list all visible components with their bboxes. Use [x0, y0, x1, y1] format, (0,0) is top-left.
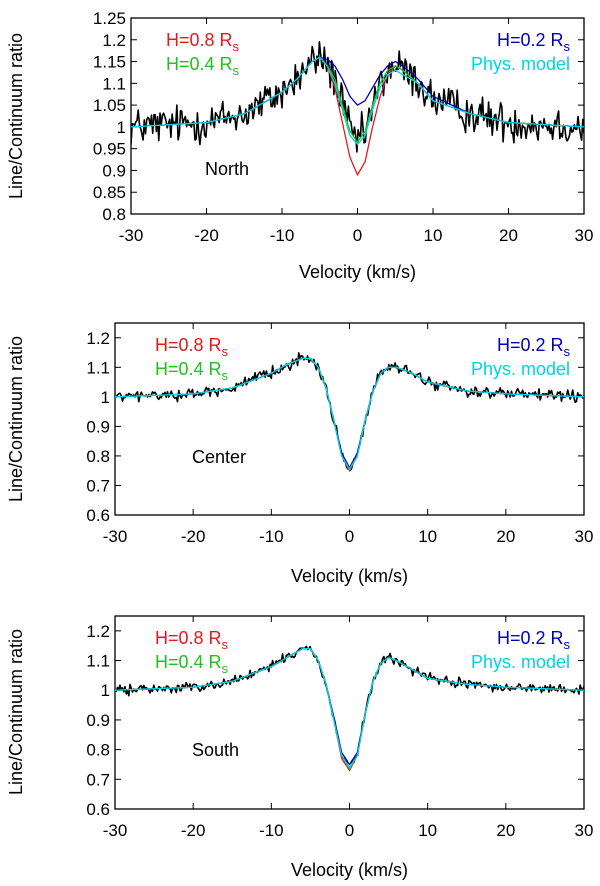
panel-south: -30 -20 -10 0 10 20 30 0.6 0.7 0.8 0.9 1 1.1 1.2 Veloc… — [6, 615, 594, 880]
y-axis-label: Line/Continuum ratio — [6, 33, 26, 199]
y-tick-label: 0.7 — [86, 770, 110, 789]
x-tick-label: -30 — [103, 821, 128, 840]
y-axis-label: Line/Continuum ratio — [6, 336, 26, 502]
y-tick-label: 0.9 — [86, 711, 110, 730]
y-tick-label: 0.9 — [102, 161, 126, 180]
x-tick-label: -20 — [181, 527, 206, 546]
y-tick-label: 0.9 — [86, 417, 110, 436]
panel-annotation: Center — [192, 447, 246, 467]
legend-item: H=0.2 Rs — [497, 335, 571, 359]
x-tick-label: 20 — [496, 821, 515, 840]
series-phys-model — [115, 357, 584, 471]
x-tick-label: 10 — [418, 527, 437, 546]
y-tick-label: 1 — [101, 388, 110, 407]
x-tick-label: 30 — [575, 226, 594, 245]
legend-item: H=0.8 Rs — [155, 628, 229, 652]
x-axis-label: Velocity (km/s) — [291, 860, 408, 880]
y-tick-label: 1.15 — [93, 53, 126, 72]
panel-north: -30 -20 -10 0 10 20 30 0.8 0.85 0.9 0.95 1 1.05 1.1 1.… — [6, 9, 593, 282]
x-tick-label: 20 — [496, 527, 515, 546]
x-tick-label: 0 — [345, 821, 354, 840]
legend-item: H=0.4 Rs — [166, 54, 240, 78]
y-tick-label: 1.2 — [86, 329, 110, 348]
series-phys-model — [131, 56, 584, 146]
y-tick-label: 0.8 — [102, 205, 126, 224]
legend-item: Phys. model — [471, 359, 570, 379]
x-tick-label: -20 — [194, 226, 219, 245]
y-tick-label: 1.1 — [86, 652, 110, 671]
y-tick-label: 0.85 — [93, 183, 126, 202]
y-tick-label: 0.8 — [86, 447, 110, 466]
x-tick-label: -30 — [119, 226, 144, 245]
legend-item: H=0.4 Rs — [155, 359, 229, 383]
y-tick-label: 1 — [101, 681, 110, 700]
y-tick-label: 1 — [117, 118, 126, 137]
observed-spectrum — [131, 40, 584, 153]
x-tick-label: 30 — [575, 527, 594, 546]
x-tick-label: 0 — [353, 226, 362, 245]
legend-item: H=0.2 Rs — [497, 628, 571, 652]
data-area — [131, 40, 584, 177]
panel-center: -30 -20 -10 0 10 20 30 0.6 0.7 0.8 0.9 1 1.1 1.2 Veloc… — [6, 322, 594, 586]
x-tick-label: -10 — [270, 226, 295, 245]
x-tick-label: 20 — [499, 226, 518, 245]
data-area — [115, 645, 584, 772]
y-tick-label: 0.8 — [86, 741, 110, 760]
y-tick-label: 1.1 — [102, 74, 126, 93]
legend-item: H=0.8 Rs — [166, 30, 240, 54]
panel-annotation: North — [205, 159, 249, 179]
y-tick-label: 0.95 — [93, 140, 126, 159]
y-tick-label: 1.05 — [93, 96, 126, 115]
y-tick-label: 1.2 — [102, 31, 126, 50]
y-tick-label: 0.7 — [86, 476, 110, 495]
legend-item: H=0.8 Rs — [155, 335, 229, 359]
x-tick-label: 10 — [418, 821, 437, 840]
x-tick-label: -30 — [103, 527, 128, 546]
y-tick-label: 0.6 — [86, 800, 110, 819]
x-tick-label: 0 — [345, 527, 354, 546]
series-phys-model — [115, 648, 584, 769]
panel-annotation: South — [192, 740, 239, 760]
legend-item: Phys. model — [471, 652, 570, 672]
legend-item: Phys. model — [471, 54, 570, 74]
y-axis-label: Line/Continuum ratio — [6, 629, 26, 795]
y-tick-label: 1.1 — [86, 358, 110, 377]
x-tick-label: -10 — [259, 527, 284, 546]
y-tick-label: 1.2 — [86, 622, 110, 641]
x-tick-label: -20 — [181, 821, 206, 840]
y-tick-label: 0.6 — [86, 506, 110, 525]
x-axis-label: Velocity (km/s) — [299, 262, 416, 282]
y-tick-label: 1.25 — [93, 9, 126, 28]
x-tick-label: -10 — [259, 821, 284, 840]
data-area — [115, 352, 584, 473]
x-tick-label: 30 — [575, 821, 594, 840]
x-axis-label: Velocity (km/s) — [291, 566, 408, 586]
legend-item: H=0.4 Rs — [155, 652, 229, 676]
x-tick-label: 10 — [424, 226, 443, 245]
legend-item: H=0.2 Rs — [497, 30, 571, 54]
